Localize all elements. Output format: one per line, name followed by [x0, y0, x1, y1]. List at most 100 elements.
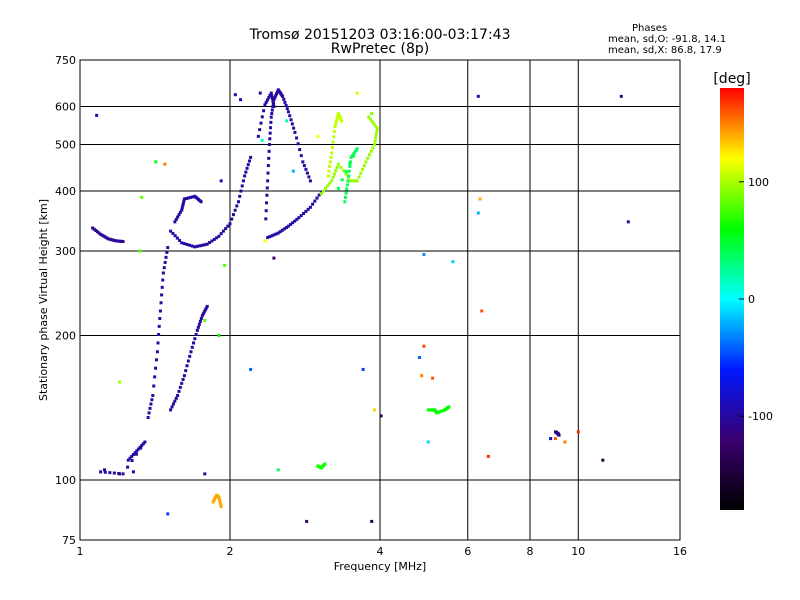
- echo-point: [626, 220, 630, 224]
- echo-point: [244, 170, 248, 174]
- echo-point: [166, 246, 170, 250]
- y-tick-label: 400: [55, 185, 76, 198]
- echo-point: [178, 238, 182, 242]
- echo-point: [304, 167, 308, 171]
- echo-point: [282, 97, 286, 101]
- echo-point: [438, 410, 442, 414]
- echo-point: [188, 243, 192, 247]
- echo-point: [103, 470, 107, 474]
- echo-point: [260, 138, 264, 142]
- echo-point: [347, 174, 351, 178]
- echo-point: [97, 231, 101, 235]
- echo-point: [330, 151, 334, 155]
- echo-point: [266, 179, 270, 183]
- echo-point: [182, 374, 186, 378]
- echo-point: [102, 234, 106, 238]
- echo-point: [199, 200, 203, 204]
- echo-point: [305, 171, 309, 175]
- echo-point: [249, 155, 253, 159]
- echo-point: [361, 167, 365, 171]
- echo-point: [319, 192, 323, 196]
- echo-point: [131, 453, 135, 457]
- echo-point: [204, 306, 208, 310]
- echo-point: [301, 160, 305, 164]
- echo-point: [344, 172, 348, 176]
- echo-point: [436, 410, 440, 414]
- echo-point: [121, 472, 125, 476]
- echo-point: [375, 130, 379, 134]
- echo-point: [159, 301, 163, 305]
- echo-point: [478, 197, 482, 201]
- echo-point: [291, 169, 295, 173]
- echo-point: [194, 332, 198, 336]
- echo-point: [95, 113, 99, 117]
- echo-point: [188, 354, 192, 358]
- echo-point: [426, 440, 430, 444]
- x-axis-label: Frequency [MHz]: [334, 560, 426, 573]
- echo-point: [264, 100, 268, 104]
- echo-point: [92, 227, 96, 231]
- echo-point: [270, 94, 274, 98]
- x-tick-label: 2: [227, 545, 234, 558]
- echo-point: [140, 195, 144, 199]
- echo-point: [370, 112, 374, 116]
- echo-point: [173, 234, 177, 238]
- echo-point: [268, 93, 272, 97]
- x-tick-label: 1: [77, 545, 84, 558]
- echo-point: [379, 414, 383, 418]
- echo-point: [352, 154, 356, 158]
- echo-point: [141, 442, 145, 446]
- echo-point: [305, 519, 309, 523]
- echo-point: [245, 166, 249, 170]
- x-tick-label: 16: [673, 545, 687, 558]
- echo-point: [451, 260, 455, 264]
- echo-point: [99, 232, 103, 236]
- echo-point: [553, 437, 557, 441]
- echo-point: [117, 380, 121, 384]
- echo-point: [267, 156, 271, 160]
- echo-point: [147, 411, 151, 415]
- echo-point: [270, 96, 274, 100]
- echo-point: [223, 263, 227, 267]
- echo-point: [106, 237, 110, 241]
- echo-point: [373, 408, 377, 412]
- echo-point: [342, 169, 346, 173]
- echo-point: [266, 236, 270, 240]
- echo-point: [373, 143, 377, 147]
- echo-point: [278, 230, 282, 234]
- echo-point: [196, 325, 200, 329]
- chart-subtitle: RwPretec (8p): [330, 41, 430, 57]
- echo-point: [197, 322, 201, 326]
- echo-point: [267, 96, 271, 100]
- echo-point: [161, 271, 165, 275]
- echo-point: [441, 408, 445, 412]
- echo-point: [285, 119, 289, 123]
- echo-point: [154, 366, 158, 370]
- echo-point: [184, 369, 188, 373]
- echo-point: [563, 440, 567, 444]
- echo-point: [340, 178, 344, 182]
- echo-point: [162, 266, 166, 270]
- echo-point: [233, 93, 237, 97]
- echo-point: [266, 164, 270, 168]
- echo-point: [265, 186, 269, 190]
- y-tick-label: 100: [55, 474, 76, 487]
- echo-point: [447, 405, 451, 409]
- echo-point: [298, 148, 302, 152]
- echo-point: [336, 162, 340, 166]
- echo-point: [246, 163, 250, 167]
- echo-point: [344, 191, 348, 195]
- echo-point: [231, 213, 235, 217]
- echo-point: [329, 155, 333, 159]
- x-tick-label: 4: [377, 545, 384, 558]
- echo-point: [217, 234, 221, 238]
- echo-point: [262, 109, 266, 113]
- echo-point: [374, 136, 378, 140]
- echo-point: [557, 433, 561, 437]
- echo-point: [157, 332, 161, 336]
- echo-point: [352, 152, 356, 156]
- echo-point: [331, 140, 335, 144]
- echo-point: [230, 217, 234, 221]
- echo-point: [121, 240, 125, 244]
- echo-point: [281, 94, 285, 98]
